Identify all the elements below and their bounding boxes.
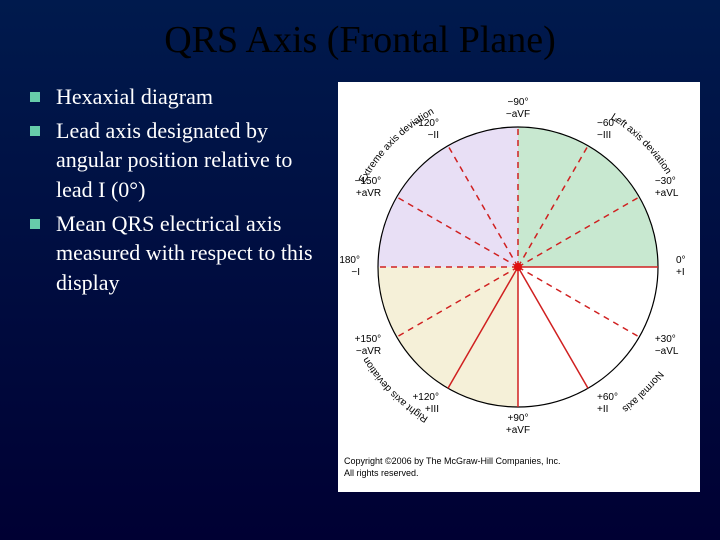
svg-text:Normal axis: Normal axis — [620, 369, 665, 414]
svg-text:+I: +I — [676, 267, 685, 278]
copyright-line1: Copyright ©2006 by The McGraw-Hill Compa… — [344, 456, 561, 466]
svg-text:−30°: −30° — [655, 176, 676, 187]
svg-text:−II: −II — [428, 130, 439, 141]
svg-text:+II: +II — [597, 404, 608, 415]
svg-text:+120°: +120° — [412, 392, 439, 403]
bullet-icon — [30, 126, 40, 136]
list-item: Mean QRS electrical axis measured with r… — [30, 209, 330, 298]
svg-text:−aVR: −aVR — [356, 346, 381, 357]
svg-text:+30°: +30° — [655, 334, 676, 345]
svg-text:+aVL: +aVL — [655, 188, 679, 199]
svg-text:+aVR: +aVR — [356, 188, 381, 199]
svg-text:+90°: +90° — [508, 413, 529, 424]
bullet-text: Hexaxial diagram — [56, 82, 213, 112]
svg-text:−90°: −90° — [508, 97, 529, 108]
page-title: QRS Axis (Frontal Plane) — [0, 0, 720, 72]
svg-text:+aVF: +aVF — [506, 425, 530, 436]
diagram-svg: 0°+I+30°−aVL+60°+II+90°+aVF+120°+III+150… — [338, 82, 698, 452]
svg-text:Left axis deviation: Left axis deviation — [609, 112, 674, 177]
list-item: Lead axis designated by angular position… — [30, 116, 330, 205]
copyright-text: Copyright ©2006 by The McGraw-Hill Compa… — [338, 452, 700, 483]
bullet-icon — [30, 219, 40, 229]
diagram-panel: 0°+I+30°−aVL+60°+II+90°+aVF+120°+III+150… — [338, 82, 700, 492]
bullet-list: Hexaxial diagram Lead axis designated by… — [30, 82, 330, 492]
svg-text:−III: −III — [597, 130, 611, 141]
svg-text:−I: −I — [351, 267, 360, 278]
hexaxial-diagram: 0°+I+30°−aVL+60°+II+90°+aVF+120°+III+150… — [338, 82, 700, 452]
svg-text:0°: 0° — [676, 255, 686, 266]
svg-text:180°: 180° — [339, 255, 360, 266]
svg-text:−aVL: −aVL — [655, 346, 679, 357]
bullet-text: Lead axis designated by angular position… — [56, 116, 330, 205]
bullet-text: Mean QRS electrical axis measured with r… — [56, 209, 330, 298]
svg-text:+150°: +150° — [355, 334, 382, 345]
bullet-icon — [30, 92, 40, 102]
list-item: Hexaxial diagram — [30, 82, 330, 112]
svg-text:−aVF: −aVF — [506, 109, 530, 120]
svg-text:+60°: +60° — [597, 392, 618, 403]
copyright-line2: All rights reserved. — [344, 468, 419, 478]
content-area: Hexaxial diagram Lead axis designated by… — [0, 72, 720, 492]
